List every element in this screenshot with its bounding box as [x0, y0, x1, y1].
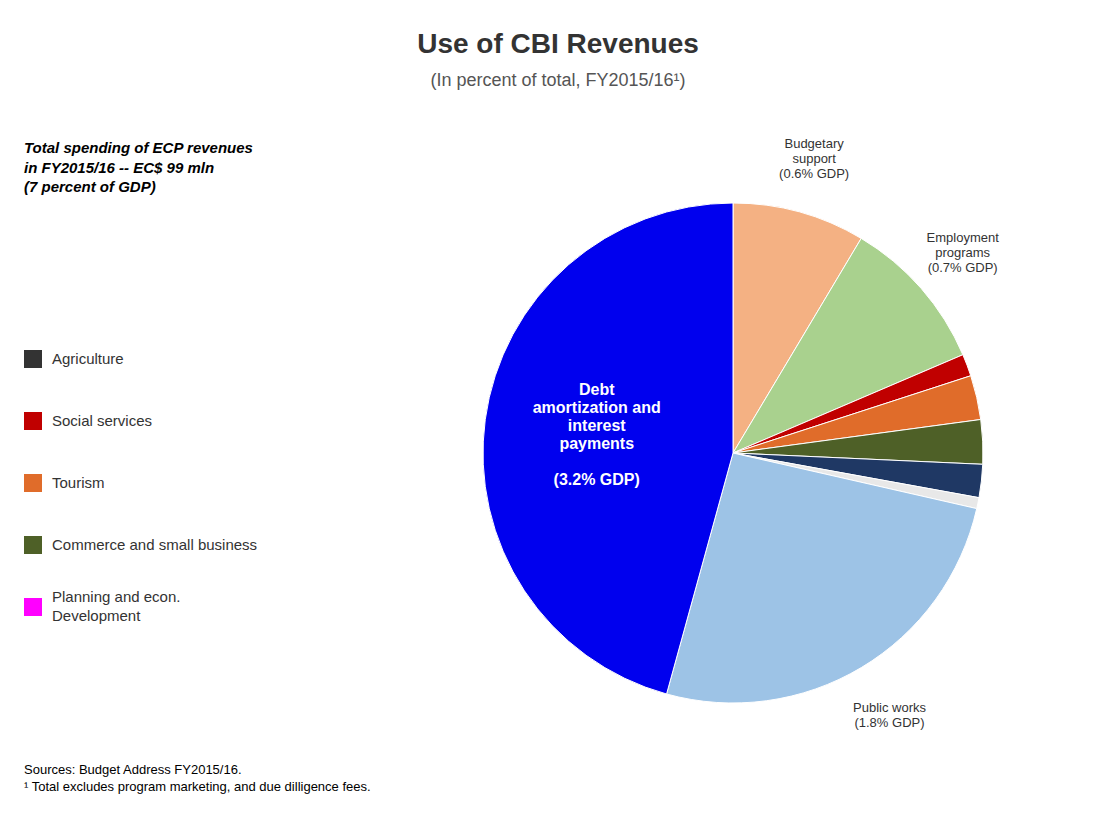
html-text:Sources: Budget Address FY2015: Sources: Budget Address FY2015/16. ¹ Tot… — [24, 762, 371, 795]
html-text:Total spending of ECP revenues: Total spending of ECP revenues in FY2015… — [24, 139, 253, 195]
svg-text:Employment: Employment — [927, 230, 1000, 245]
svg-text:(0.6% GDP): (0.6% GDP) — [779, 166, 849, 181]
svg-text:Public works: Public works — [853, 700, 926, 715]
html-text:Use of CBI Revenues: Use of CBI Revenues — [417, 28, 699, 59]
svg-text:amortization and: amortization and — [533, 399, 661, 416]
svg-text:Debt: Debt — [579, 381, 615, 398]
svg-text:(3.2% GDP): (3.2% GDP) — [554, 471, 640, 488]
svg-text:programs: programs — [935, 245, 990, 260]
svg-text:interest: interest — [568, 417, 626, 434]
html-text:Social services: Social services — [52, 411, 152, 429]
svg-text:(1.8% GDP): (1.8% GDP) — [854, 715, 924, 730]
html-text:Planning and econ. Development: Planning and econ. Development — [52, 588, 181, 624]
html-text:(In percent of total, FY2015/1: (In percent of total, FY2015/16¹) — [430, 70, 686, 90]
html-text:Commerce and small business: Commerce and small business — [52, 535, 258, 553]
html-text:Tourism: Tourism — [52, 473, 105, 491]
svg-text:payments: payments — [559, 435, 634, 452]
svg-text:(0.7% GDP): (0.7% GDP) — [928, 260, 998, 275]
svg-text:Budgetary: Budgetary — [784, 136, 844, 151]
html-text:Agriculture: Agriculture — [52, 349, 124, 367]
svg-text:support: support — [792, 151, 836, 166]
